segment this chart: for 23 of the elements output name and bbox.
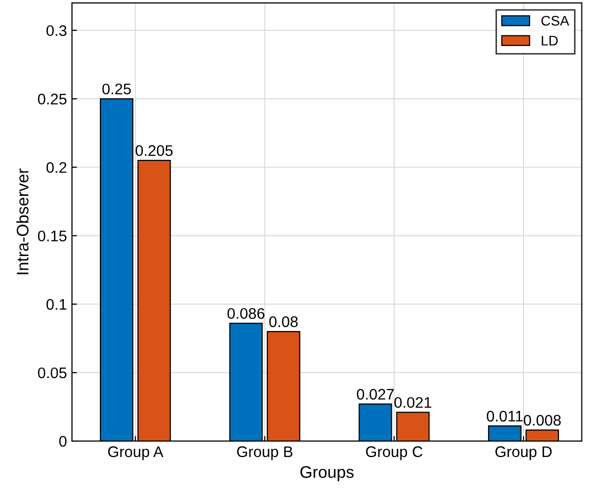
y-tick-label: 0.05 bbox=[38, 367, 66, 378]
data-label: 0.011 bbox=[486, 410, 523, 422]
data-label: 0.008 bbox=[524, 414, 561, 426]
y-tick-label: 0 bbox=[59, 436, 67, 447]
y-tick-label: 0.15 bbox=[38, 230, 66, 242]
x-axis-title: Groups bbox=[300, 466, 354, 482]
data-label: 0.027 bbox=[356, 388, 394, 400]
legend-label: CSA bbox=[541, 16, 570, 26]
x-tick-label: Group B bbox=[237, 446, 292, 460]
data-label: 0.086 bbox=[227, 308, 264, 319]
y-tick-label: 0.2 bbox=[46, 162, 66, 173]
data-label: 0.25 bbox=[102, 84, 131, 94]
data-label: 0.08 bbox=[269, 316, 298, 328]
x-tick-label: Group A bbox=[108, 446, 164, 460]
data-label: 0.205 bbox=[136, 145, 173, 156]
x-tick-label: Group D bbox=[495, 446, 552, 460]
y-axis-title: Intra-Observer bbox=[16, 168, 29, 274]
legend-label: LD bbox=[542, 36, 558, 46]
data-label: 0.021 bbox=[394, 397, 432, 408]
y-tick-label: 0.25 bbox=[38, 94, 66, 104]
x-tick-label: Group C bbox=[366, 446, 422, 460]
y-tick-label: 0.3 bbox=[46, 25, 66, 36]
y-tick-label: 0.1 bbox=[46, 299, 66, 310]
